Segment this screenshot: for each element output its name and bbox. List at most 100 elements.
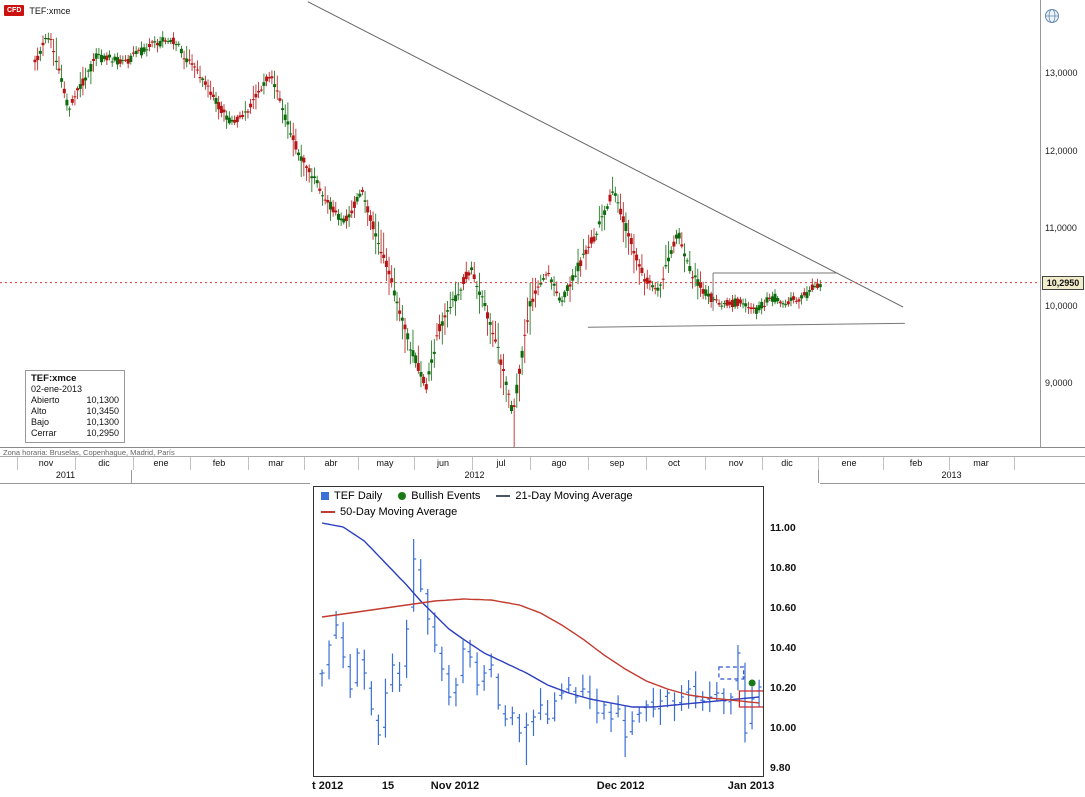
study-chart-canvas (319, 522, 763, 765)
ohlc-tooltip: TEF:xmce 02-ene-2013 Abierto 10,1300 Alto 1… (25, 370, 125, 443)
globe-icon[interactable] (1044, 8, 1060, 24)
trendline-annotations (307, 1, 905, 328)
study-y-label: 9.80 (770, 762, 791, 774)
tooltip-row: Cerrar 10,2950 (31, 428, 119, 438)
tooltip-row: Bajo 10,1300 (31, 417, 119, 427)
tooltip-symbol: TEF:xmce (31, 373, 77, 384)
month-label: dic (98, 458, 110, 468)
symbol-label: TEF:xmce (29, 5, 71, 16)
study-y-label: 10.40 (770, 642, 797, 654)
month-tick (762, 457, 763, 470)
study-x-label: Nov 2012 (430, 780, 480, 792)
study-y-label: 11.00 (770, 522, 796, 534)
price-axis[interactable]: 13,0000 12,0000 11,0000 10,0000 9,0000 10,29… (1040, 0, 1085, 447)
month-tick (133, 457, 134, 470)
current-price-tag: 10,2950 (1042, 275, 1084, 290)
month-tick (588, 457, 589, 470)
timezone-note: Zona horaria: Bruselas, Copenhague, Madr… (3, 448, 175, 457)
time-axis-months[interactable]: nov dic ene feb mar abr may jun jul ago sep oct nov d… (0, 456, 1085, 471)
tooltip-row: Alto 10,3450 (31, 406, 119, 416)
bullish-event-icon (398, 492, 407, 500)
month-tick (304, 457, 305, 470)
candlestick-chart-canvas[interactable] (0, 0, 1040, 447)
month-tick (949, 457, 950, 470)
price-axis-label: 13,0000 (1045, 68, 1078, 78)
study-x-label: t 2012 (312, 780, 344, 792)
month-label: nov (38, 458, 54, 468)
month-label: mar (268, 458, 284, 468)
tooltip-row: Abierto 10,1300 (31, 395, 119, 405)
bars-marker-icon (321, 492, 329, 500)
ma50-line (321, 598, 760, 704)
month-label: ago (551, 458, 567, 468)
legend-label: 50-Day Moving Average (340, 506, 458, 518)
month-tick (17, 457, 18, 470)
year-divider (818, 470, 819, 483)
legend-item: Bullish Events (398, 490, 480, 502)
month-label: oct (667, 458, 681, 468)
solid-annotation-rect (738, 690, 763, 708)
ohlc-bars-layer (319, 539, 762, 765)
study-y-label: 10.00 (770, 722, 797, 734)
legend-item: TEF Daily (321, 490, 382, 502)
year-label: 2011 (55, 470, 76, 480)
cfd-badge: CFD (4, 5, 25, 16)
month-label: sep (609, 458, 625, 468)
study-x-label: Dec 2012 (596, 780, 645, 792)
top-chart-panel: CFD TEF:xmce 13,0000 12,0000 11,0000 10,000… (0, 0, 1085, 484)
month-label: ene (153, 458, 169, 468)
year-label: 2012 (464, 470, 485, 480)
month-label: feb (909, 458, 923, 468)
price-axis-label: 10,0000 (1045, 300, 1078, 311)
legend-label: Bullish Events (411, 490, 481, 502)
month-tick (472, 457, 473, 470)
month-tick (883, 457, 884, 470)
price-axis-label: 11,0000 (1045, 223, 1077, 233)
year-divider (131, 470, 132, 483)
month-tick (248, 457, 249, 470)
legend-label: TEF Daily (334, 490, 383, 502)
month-tick (818, 457, 819, 470)
study-y-label: 10.80 (770, 562, 797, 574)
study-x-label: Jan 2013 (727, 780, 775, 792)
legend-label: 21-Day Moving Average (515, 490, 633, 502)
price-axis-label: 12,0000 (1045, 145, 1078, 156)
month-tick (1014, 457, 1015, 470)
ma-line-icon (321, 511, 335, 513)
month-label: may (376, 458, 394, 468)
legend-item: 50-Day Moving Average (321, 506, 457, 518)
legend-item: 21-Day Moving Average (496, 490, 633, 502)
time-axis-years[interactable]: 2011 2012 2013 (0, 470, 1085, 484)
symbol-row: CFD TEF:xmce (4, 5, 70, 16)
month-tick (358, 457, 359, 470)
month-label: dic (781, 458, 793, 468)
month-label: jul (496, 458, 506, 468)
month-label: mar (973, 458, 989, 468)
chart-legend: TEF Daily Bullish Events 21-Day Moving Ave… (321, 488, 633, 520)
month-label: feb (212, 458, 226, 468)
price-axis-label: 9,0000 (1045, 378, 1073, 388)
bullish-event-dot (748, 679, 756, 687)
month-tick (530, 457, 531, 470)
month-label: ene (841, 458, 857, 468)
month-tick (190, 457, 191, 470)
ma21-line (321, 522, 760, 708)
month-tick (646, 457, 647, 470)
dashed-annotation-rect (718, 666, 745, 680)
year-label: 2013 (941, 470, 962, 480)
month-tick (705, 457, 706, 470)
study-x-label: 15 (381, 780, 395, 792)
study-y-label: 10.20 (770, 682, 797, 694)
month-label: abr (324, 458, 338, 468)
tooltip-date: 02-ene-2013 (31, 384, 83, 394)
plot-bottom-border (0, 447, 1085, 448)
month-label: jun (436, 458, 450, 468)
bottom-chart-panel: TEF Daily Bullish Events 21-Day Moving Ave… (310, 483, 820, 797)
month-tick (75, 457, 76, 470)
month-tick (414, 457, 415, 470)
study-y-label: 10.60 (770, 602, 797, 614)
candles-layer (33, 31, 822, 447)
study-chart-plot-box: TEF Daily Bullish Events 21-Day Moving Ave… (313, 486, 764, 777)
ma-line-icon (496, 495, 511, 497)
month-label: nov (728, 458, 744, 468)
